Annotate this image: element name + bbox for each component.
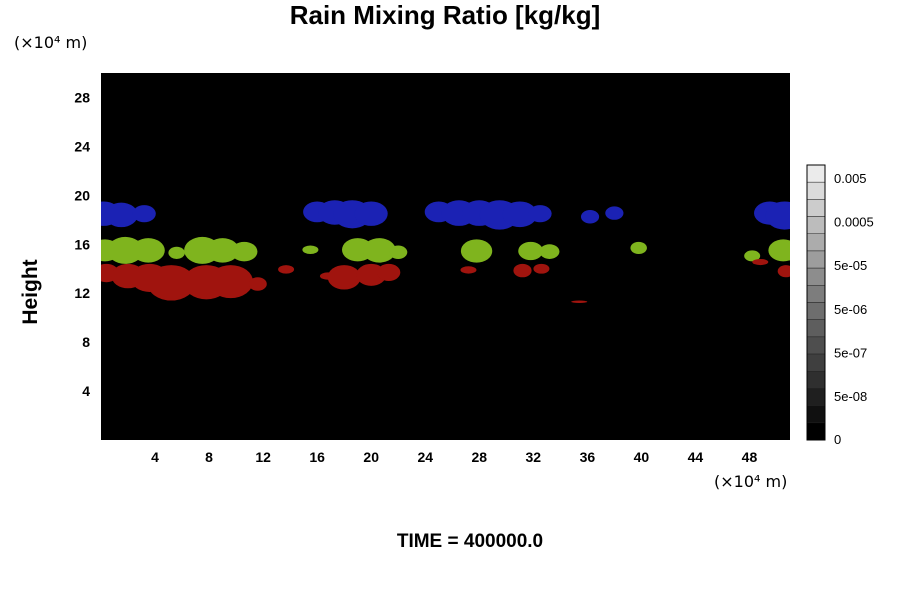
x-tick-label: 12 (255, 449, 271, 465)
field-blob-1-15 (744, 250, 761, 262)
field-blob-2-3 (147, 265, 196, 301)
field-blob-2-17 (777, 265, 790, 278)
field-blob-1-7 (302, 245, 319, 255)
x-tick-label: 20 (363, 449, 379, 465)
colorbar-segment (806, 319, 826, 338)
y-tick-label: 20 (74, 187, 90, 203)
field-blob-2-15 (571, 300, 588, 303)
field-blob-1-1 (107, 236, 144, 264)
colorbar-tick-label: 5e-08 (834, 389, 867, 404)
field-blob-1-10 (389, 245, 408, 259)
field-blob-0-13 (580, 210, 600, 224)
field-blob-2-6 (248, 277, 267, 291)
colorbar-tick-label: 5e-06 (834, 302, 867, 317)
colorbar-tick-label: 0.005 (834, 171, 867, 186)
colorbar-segment (806, 405, 826, 424)
y-tick-label: 16 (74, 236, 90, 252)
field-blob-0-1 (104, 202, 138, 228)
field-blob-1-14 (630, 241, 647, 255)
colorbar-tick-label: 5e-07 (834, 345, 867, 360)
field-blob-1-6 (230, 241, 258, 262)
chart-title: Rain Mixing Ratio [kg/kg] (289, 0, 601, 30)
colorbar-segment (806, 267, 826, 286)
x-tick-label: 40 (634, 449, 650, 465)
colorbar-segment (806, 199, 826, 217)
colorbar-segment (806, 388, 826, 406)
y-tick-label: 24 (74, 138, 90, 154)
field-blob-1-16 (768, 239, 790, 262)
x-tick-label: 24 (417, 449, 433, 465)
x-ticks: 4 8 12 16 20 24 28 32 36 40 44 48 (151, 449, 757, 465)
colorbar-tick-label: 5e-05 (834, 258, 867, 273)
x-tick-label: 28 (471, 449, 487, 465)
field-blob-2-11 (377, 263, 401, 281)
field-blob-0-11 (502, 201, 538, 228)
field-blob-1-12 (518, 241, 543, 261)
field-layer (101, 200, 790, 303)
field-blob-2-13 (513, 263, 532, 278)
field-blob-2-9 (327, 265, 361, 290)
x-axis-unit: (×10⁴ m) (714, 472, 788, 491)
plot-area (101, 73, 790, 440)
colorbar-segment (806, 353, 826, 372)
field-blob-2-7 (278, 265, 295, 274)
y-tick-label: 4 (82, 383, 90, 399)
colorbar-segment (806, 302, 826, 320)
field-blob-2-16 (752, 258, 769, 266)
colorbar-tick-label: 0.0005 (834, 215, 874, 230)
x-tick-label: 8 (205, 449, 213, 465)
x-tick-label: 44 (688, 449, 704, 465)
colorbar-segment (806, 336, 826, 355)
x-tick-label: 16 (309, 449, 325, 465)
time-label: TIME = 400000.0 (396, 531, 544, 552)
y-ticks: 4 8 12 16 20 24 28 (74, 89, 90, 399)
field-blob-0-16 (765, 201, 790, 230)
field-blob-0-6 (354, 201, 388, 226)
x-tick-label: 4 (151, 449, 159, 465)
colorbar-segment (806, 371, 826, 389)
field-blob-2-14 (533, 263, 550, 274)
y-tick-label: 8 (82, 334, 90, 350)
colorbar-segment (806, 216, 826, 234)
field-blob-1-2 (131, 238, 165, 263)
colorbar-segment (806, 285, 826, 303)
colorbar-segment (806, 164, 826, 183)
field-blob-0-14 (605, 206, 624, 220)
field-blob-1-11 (460, 239, 493, 263)
colorbar-segment (806, 422, 826, 441)
field-blob-0-12 (528, 205, 552, 223)
colorbar-segment (806, 233, 826, 252)
field-blob-1-13 (539, 244, 560, 259)
field-blob-2-12 (460, 266, 477, 274)
field-blob-1-3 (168, 246, 185, 259)
field-blob-2-5 (208, 265, 253, 299)
colorbar-segment (806, 250, 826, 269)
field-blob-1-5 (206, 238, 240, 263)
colorbar-frame (806, 164, 826, 441)
y-tick-label: 12 (74, 285, 90, 301)
colorbar-segment (806, 181, 826, 200)
field-blob-0-2 (132, 205, 156, 223)
x-tick-label: 32 (526, 449, 542, 465)
colorbar-tick-label: 0 (834, 432, 841, 447)
x-tick-label: 48 (742, 449, 758, 465)
x-tick-label: 36 (580, 449, 596, 465)
y-tick-label: 28 (74, 89, 90, 105)
field-blob-1-9 (362, 238, 396, 263)
y-axis-unit: (×10⁴ m) (14, 33, 88, 52)
colorbar: 0.005 0.0005 5e-05 5e-06 5e-07 5e-08 0 (806, 164, 874, 447)
